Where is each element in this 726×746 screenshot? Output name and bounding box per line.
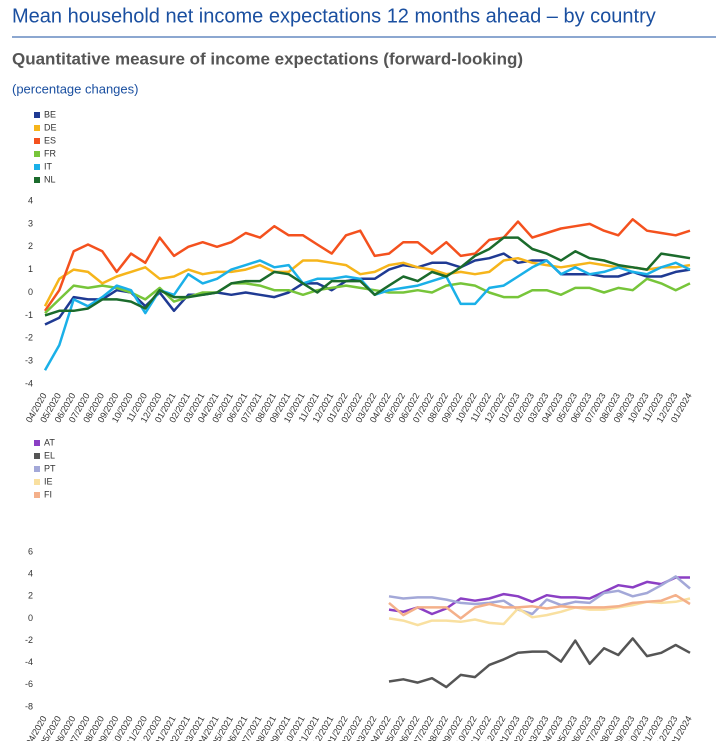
legend-label: FR: [44, 148, 56, 158]
legend-swatch: [34, 440, 40, 446]
series-line: [388, 637, 691, 689]
series-line: [43, 256, 691, 307]
page-title: Mean household net income expectations 1…: [12, 5, 656, 27]
legend-label: BE: [44, 109, 56, 119]
y-tick-label: 3: [28, 218, 33, 228]
series-line: [388, 576, 690, 616]
legend-label: IE: [44, 476, 53, 486]
y-tick-label: -2: [25, 635, 33, 645]
y-tick-label: 6: [28, 546, 33, 556]
y-tick-label: 4: [28, 195, 33, 205]
legend-label: NL: [44, 174, 56, 184]
series-line: [388, 593, 691, 620]
y-tick-label: -3: [25, 356, 33, 366]
y-tick-label: -4: [25, 378, 33, 388]
legend-label: AT: [44, 437, 55, 447]
legend-label: IT: [44, 161, 53, 171]
legend-swatch: [34, 112, 40, 118]
legend-label: FI: [44, 489, 52, 499]
y-tick-label: 2: [28, 591, 33, 601]
legend-label: DE: [44, 122, 57, 132]
legend-swatch: [34, 479, 40, 485]
unit-note: (percentage changes): [12, 81, 138, 96]
subtitle: Quantitative measure of income expectati…: [12, 49, 523, 68]
y-tick-label: 2: [28, 241, 33, 251]
legend-swatch: [34, 177, 40, 183]
legend-swatch: [34, 151, 40, 157]
y-tick-label: -6: [25, 679, 33, 689]
series-line: [44, 236, 691, 317]
legend-label: PT: [44, 463, 56, 473]
y-tick-label: 1: [28, 264, 33, 274]
legend-swatch: [34, 138, 40, 144]
y-tick-label: -8: [25, 701, 33, 711]
legend-swatch: [34, 492, 40, 498]
y-tick-label: -2: [25, 333, 33, 343]
y-tick-label: -4: [25, 657, 33, 667]
legend-label: EL: [44, 450, 55, 460]
legend-swatch: [34, 453, 40, 459]
legend-swatch: [34, 125, 40, 131]
y-tick-label: -1: [25, 310, 33, 320]
legend-label: ES: [44, 135, 56, 145]
y-tick-label: 4: [28, 569, 33, 579]
legend-swatch: [34, 466, 40, 472]
series-line: [43, 218, 691, 312]
series-line: [43, 259, 691, 371]
y-tick-label: 0: [28, 287, 33, 297]
legend-swatch: [34, 164, 40, 170]
y-tick-label: 0: [28, 613, 33, 623]
